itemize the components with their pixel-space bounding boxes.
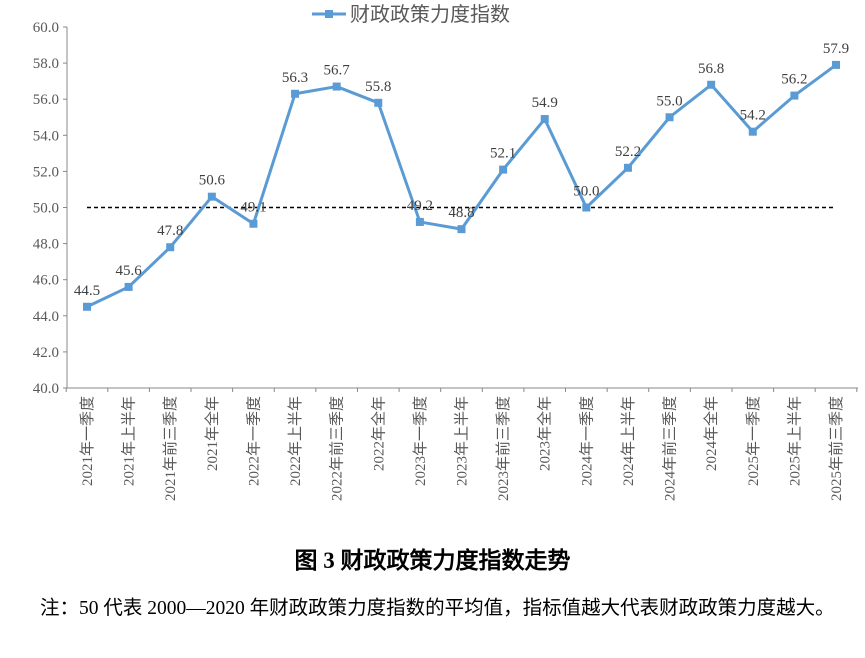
data-label: 48.8 <box>448 205 474 221</box>
data-point <box>832 60 840 69</box>
line-chart: 40.0 42.0 44.0 46.0 48.0 50.0 52.0 54.0 56.0 58.0… <box>33 3 858 501</box>
data-point <box>207 192 216 201</box>
data-point <box>291 89 300 98</box>
x-tick-label: 2022年全年 <box>369 396 387 471</box>
data-point <box>415 217 424 226</box>
data-label: 56.3 <box>282 70 308 86</box>
data-point <box>249 219 258 228</box>
x-tick-label: 2021年全年 <box>203 396 221 471</box>
x-tick-label: 2021年一季度 <box>79 396 96 486</box>
data-label: 44.5 <box>74 283 100 299</box>
data-point <box>707 80 716 89</box>
data-label: 57.9 <box>823 41 849 57</box>
x-tick-label: 2021年上半年 <box>121 396 138 486</box>
data-label: 56.8 <box>698 61 724 77</box>
data-point <box>540 115 549 124</box>
data-label: 56.2 <box>781 72 807 88</box>
data-point <box>166 243 175 252</box>
legend-marker <box>325 10 333 18</box>
data-label: 55.0 <box>656 93 682 109</box>
y-tick-label: 58.0 <box>33 56 59 72</box>
x-tick-label: 2023年全年 <box>536 396 554 471</box>
x-tick-label: 2024年上半年 <box>620 396 637 486</box>
x-tick-label: 2024年一季度 <box>578 396 595 486</box>
data-point <box>790 91 799 100</box>
y-tick-label: 50.0 <box>33 201 59 217</box>
y-tick-label: 40.0 <box>33 381 59 397</box>
data-point <box>665 113 674 122</box>
data-label: 50.0 <box>573 184 599 200</box>
x-tick-label: 2022年上半年 <box>287 396 304 486</box>
data-point <box>748 127 757 136</box>
x-tick-label: 2023年上半年 <box>454 396 471 486</box>
data-label: 47.8 <box>157 223 183 239</box>
data-label: 45.6 <box>115 263 142 279</box>
data-point <box>499 165 508 174</box>
data-point <box>457 225 466 234</box>
figure-caption: 图 3 财政政策力度指数走势 <box>294 548 571 573</box>
data-label: 55.8 <box>365 79 391 95</box>
y-tick-label: 60.0 <box>33 20 59 36</box>
y-tick-label: 48.0 <box>33 237 59 253</box>
data-label: 49.2 <box>407 198 433 214</box>
x-tick-label: 2022年一季度 <box>245 396 262 486</box>
x-tick-label: 2025年前三季度 <box>828 396 845 501</box>
data-point <box>374 98 383 107</box>
x-tick-label: 2023年一季度 <box>412 396 429 486</box>
x-tick-label: 2025年上半年 <box>786 396 803 486</box>
data-point <box>623 163 632 172</box>
y-tick-label: 46.0 <box>33 273 59 289</box>
x-tick-label: 2024年全年 <box>702 396 720 471</box>
legend-label: 财政政策力度指数 <box>350 3 510 26</box>
figure-note: 注：50 代表 2000—2020 年财政政策力度指数的平均值，指标值越大代表财… <box>40 598 835 619</box>
data-point <box>582 203 591 212</box>
x-tick-label: 2024年前三季度 <box>662 396 679 501</box>
data-point <box>124 282 133 291</box>
data-label: 52.2 <box>615 144 641 160</box>
y-tick-label: 56.0 <box>33 92 59 108</box>
data-label: 50.6 <box>199 173 226 189</box>
y-tick-label: 42.0 <box>33 345 59 361</box>
x-tick-label: 2021年前三季度 <box>162 396 179 501</box>
y-tick-label: 44.0 <box>33 309 59 325</box>
x-tick-label: 2023年前三季度 <box>495 396 512 501</box>
x-tick-label: 2025年一季度 <box>745 396 762 486</box>
data-label: 52.1 <box>490 146 516 162</box>
data-point <box>332 82 341 91</box>
y-tick-label: 54.0 <box>33 128 59 144</box>
data-label: 49.1 <box>240 200 266 216</box>
data-point <box>83 302 91 311</box>
x-tick-label: 2022年前三季度 <box>329 396 346 501</box>
data-label: 56.7 <box>324 63 351 79</box>
data-label: 54.9 <box>532 95 558 111</box>
y-tick-label: 52.0 <box>33 164 59 180</box>
data-label: 54.2 <box>740 108 766 124</box>
